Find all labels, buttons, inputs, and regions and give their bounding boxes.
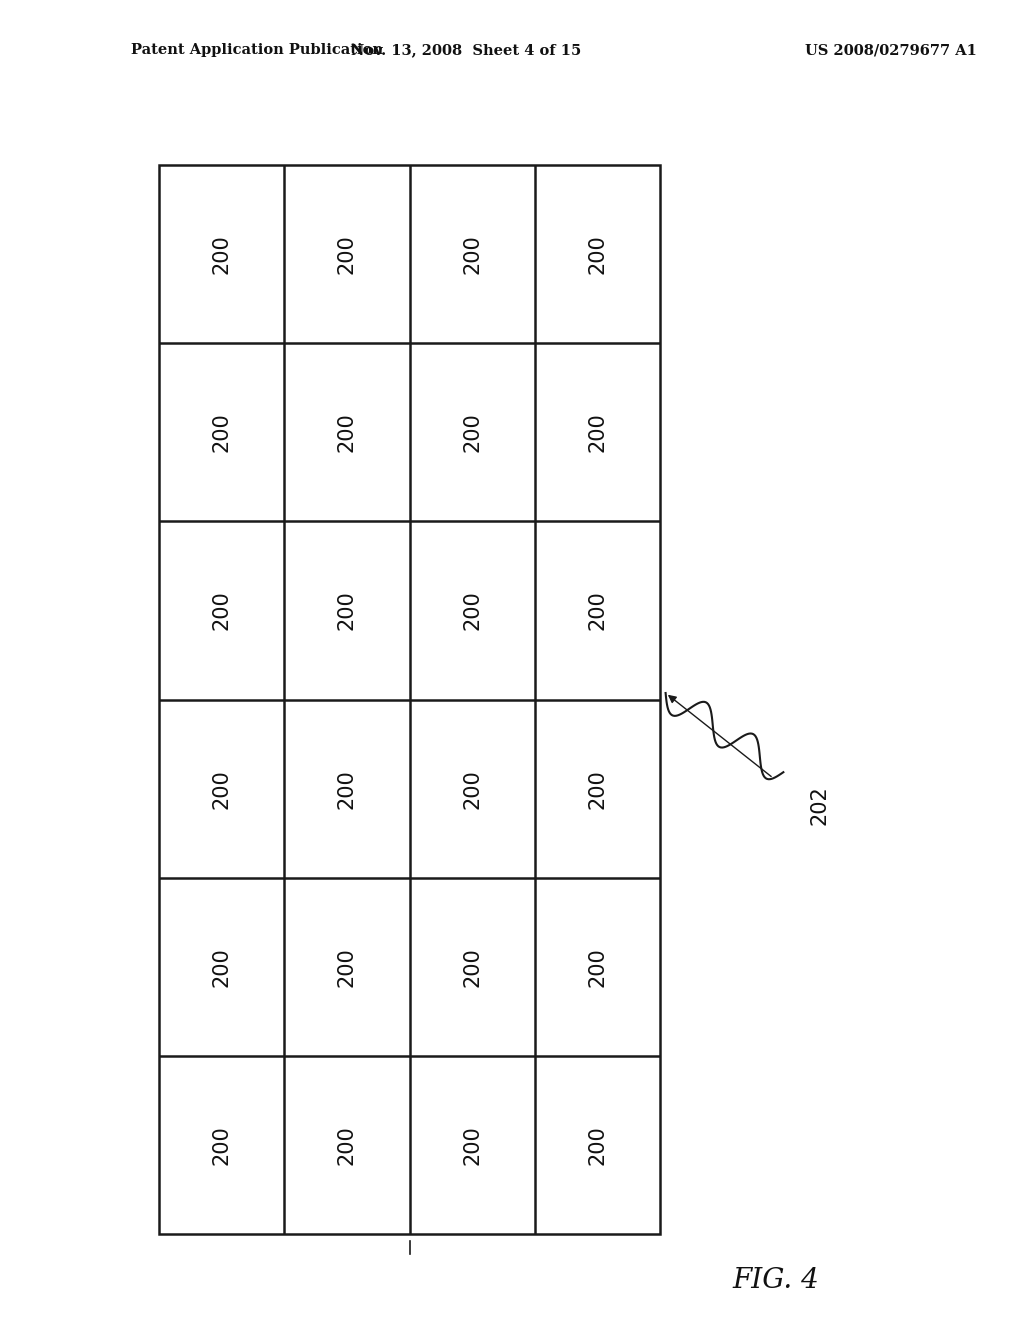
Text: 200: 200 (462, 946, 482, 987)
Text: 200: 200 (337, 1125, 357, 1166)
Text: 200: 200 (462, 590, 482, 631)
Text: 200: 200 (211, 1125, 231, 1166)
Text: 200: 200 (588, 768, 608, 809)
Text: 200: 200 (337, 234, 357, 275)
Text: 202: 202 (809, 785, 829, 825)
Text: US 2008/0279677 A1: US 2008/0279677 A1 (805, 44, 977, 57)
Text: 200: 200 (462, 234, 482, 275)
Text: 200: 200 (211, 234, 231, 275)
Text: 200: 200 (462, 768, 482, 809)
Text: 200: 200 (211, 412, 231, 453)
Text: 200: 200 (211, 590, 231, 631)
Text: 200: 200 (588, 412, 608, 453)
Text: 200: 200 (462, 1125, 482, 1166)
Text: 200: 200 (588, 1125, 608, 1166)
Text: Nov. 13, 2008  Sheet 4 of 15: Nov. 13, 2008 Sheet 4 of 15 (351, 44, 581, 57)
Text: 200: 200 (211, 946, 231, 987)
Text: 200: 200 (337, 946, 357, 987)
Bar (159, 165, 660, 1234)
Text: 200: 200 (337, 412, 357, 453)
Text: Patent Application Publication: Patent Application Publication (131, 44, 383, 57)
Text: 200: 200 (588, 946, 608, 987)
Text: 200: 200 (337, 768, 357, 809)
Text: 200: 200 (588, 590, 608, 631)
Text: 200: 200 (337, 590, 357, 631)
Text: FIG. 4: FIG. 4 (732, 1267, 819, 1294)
Text: 200: 200 (462, 412, 482, 453)
Text: 200: 200 (211, 768, 231, 809)
Text: 200: 200 (588, 234, 608, 275)
